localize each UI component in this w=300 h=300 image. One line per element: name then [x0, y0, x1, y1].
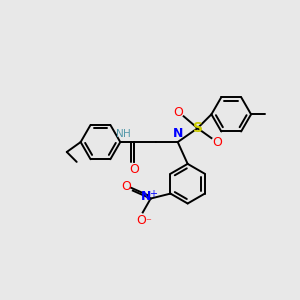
- Text: N: N: [172, 127, 183, 140]
- Text: ⁻: ⁻: [145, 217, 151, 227]
- Text: O: O: [136, 214, 146, 227]
- Text: +: +: [149, 189, 157, 199]
- Text: S: S: [193, 121, 202, 135]
- Text: O: O: [212, 136, 222, 148]
- Text: O: O: [129, 163, 139, 176]
- Text: H: H: [123, 129, 131, 139]
- Text: O: O: [121, 180, 131, 193]
- Text: N: N: [140, 190, 151, 203]
- Text: N: N: [116, 129, 124, 139]
- Text: O: O: [173, 106, 183, 119]
